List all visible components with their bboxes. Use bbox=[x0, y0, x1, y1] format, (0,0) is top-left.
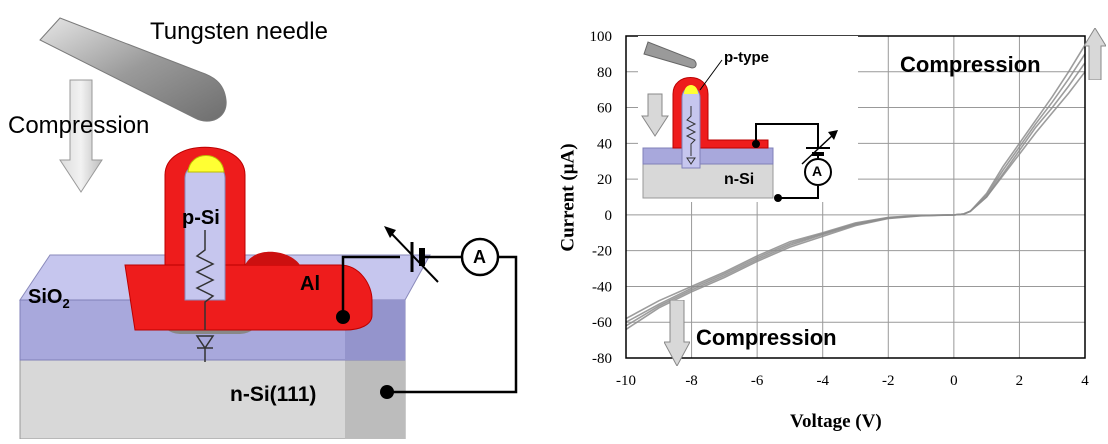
x-tick-label: 4 bbox=[1081, 373, 1089, 389]
variable-arrow bbox=[389, 231, 439, 283]
inset-leader bbox=[699, 59, 723, 91]
y-tick-label: 20 bbox=[597, 172, 612, 188]
y-tick-label: -40 bbox=[592, 279, 612, 295]
inset-wire bbox=[755, 123, 819, 148]
resistor-symbol bbox=[195, 230, 215, 330]
series-layer bbox=[625, 44, 1086, 331]
compression-down-arrow-icon bbox=[664, 300, 690, 366]
circuit-wire-3 bbox=[387, 255, 518, 394]
device-diagram-svg bbox=[19, 17, 518, 440]
y-tick-label: -20 bbox=[592, 244, 612, 260]
psi-label: p-Si bbox=[182, 207, 220, 229]
y-tick-label: -60 bbox=[592, 315, 612, 331]
al-pad bbox=[124, 264, 373, 331]
ammeter-circle bbox=[460, 237, 500, 277]
x-tick-label: 2 bbox=[1016, 373, 1024, 389]
inset-ammeter-label: A bbox=[812, 163, 823, 179]
al-bump bbox=[245, 251, 300, 265]
inset-resistor bbox=[685, 106, 697, 156]
device-diagram: Tungsten needle Compression p-Si Al SiO2… bbox=[0, 0, 560, 440]
inset-diode bbox=[686, 157, 696, 165]
y-axis-label: Current (µA) bbox=[557, 143, 579, 252]
y-tick-label: 60 bbox=[597, 101, 612, 117]
x-axis-label: Voltage (V) bbox=[790, 411, 882, 432]
compression-top-label: Compression bbox=[900, 52, 1041, 77]
iv-curve-4 bbox=[625, 71, 1086, 320]
y-tick-label: 0 bbox=[605, 208, 613, 224]
inset-tip bbox=[684, 85, 698, 94]
compression-bottom-label: Compression bbox=[696, 325, 837, 350]
x-tick-label: 0 bbox=[950, 373, 958, 389]
inset-ammeter-circle bbox=[804, 158, 832, 186]
x-tick-label: -6 bbox=[751, 373, 764, 389]
compression-up-arrow-icon bbox=[1084, 28, 1106, 80]
inset-needle bbox=[643, 41, 697, 69]
inset-nsi-label: n-Si bbox=[724, 171, 755, 188]
pillar-tip bbox=[187, 155, 225, 173]
diode-symbol bbox=[195, 335, 215, 362]
sio2-label: SiO2 bbox=[28, 286, 70, 311]
inset-wire-2 bbox=[778, 186, 819, 199]
needle-label: Tungsten needle bbox=[150, 18, 328, 45]
inset-arrow bbox=[641, 93, 669, 137]
y-tick-label: 80 bbox=[597, 65, 612, 81]
al-label: Al bbox=[300, 273, 320, 295]
compression-arrow bbox=[59, 79, 103, 193]
inset-schematic: p-type n-Si A bbox=[638, 36, 858, 202]
y-tick-label: -80 bbox=[592, 351, 612, 367]
inset-ptype-label: p-type bbox=[724, 49, 769, 66]
inset-nsi bbox=[642, 163, 774, 199]
x-tick-label: -8 bbox=[685, 373, 698, 389]
compression-label: Compression bbox=[8, 112, 150, 139]
tungsten-needle bbox=[39, 17, 227, 122]
inset-sio2 bbox=[642, 147, 774, 165]
nsi-label: n-Si(111) bbox=[230, 383, 317, 406]
ammeter-label: A bbox=[473, 247, 486, 267]
y-tick-label: 100 bbox=[590, 29, 613, 45]
iv-chart: -10 -8 -6 -4 -2 0 2 4 -80 -60 -40 -20 0 20 40 60 80 100 V… bbox=[540, 0, 1108, 439]
y-tick-label: 40 bbox=[597, 136, 612, 152]
inset-variable-arrow bbox=[801, 133, 835, 165]
circuit-wire bbox=[341, 255, 400, 317]
x-tick-label: -10 bbox=[616, 373, 636, 389]
inset-variable-arrow-head bbox=[828, 130, 838, 140]
x-tick-label: -4 bbox=[816, 373, 829, 389]
x-tick-label: -2 bbox=[882, 373, 895, 389]
variable-arrow-head bbox=[384, 226, 396, 238]
inset-schematic-svg bbox=[641, 41, 838, 202]
